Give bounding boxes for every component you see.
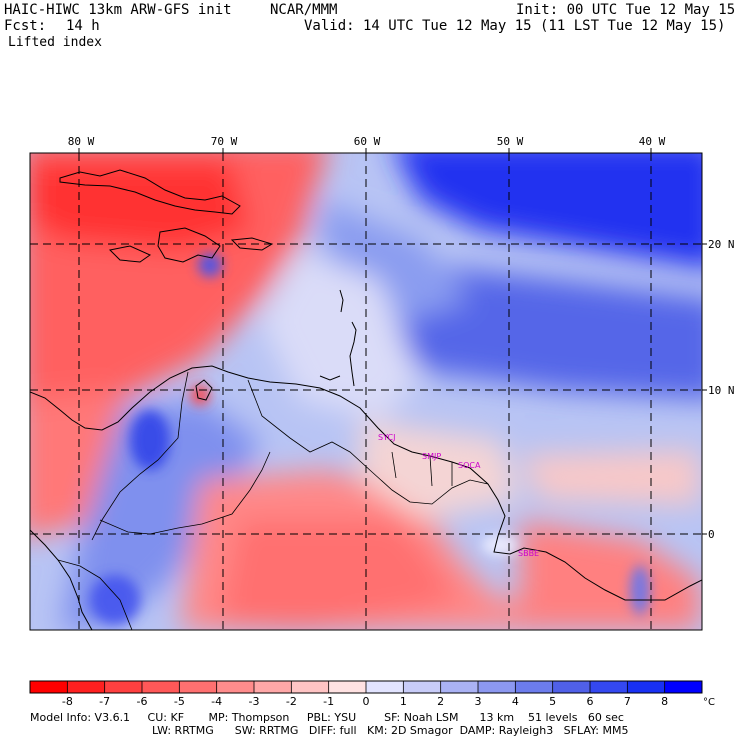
colorbar-label: 6 — [587, 695, 594, 708]
colorbar-bin — [30, 681, 68, 693]
forecast-hour: 14 h — [66, 18, 100, 34]
colorbar-bin — [403, 681, 442, 693]
colorbar-bin — [142, 681, 180, 693]
lat-label-10n: 10 N — [708, 384, 735, 397]
init-time: Init: 00 UTC Tue 12 May 15 — [516, 2, 736, 18]
colorbar-bin — [515, 681, 554, 693]
colorbar-label: -3 — [249, 695, 260, 708]
axis-ticks — [78, 148, 707, 535]
colorbar-bin — [627, 681, 666, 693]
model-info-line1: Model Info: V3.6.1 CU: KF MP: Thompson P… — [30, 711, 624, 724]
colorbar-bin — [291, 681, 330, 693]
lon-label-70w: 70 W — [211, 135, 238, 148]
colorbar-bin — [440, 681, 479, 693]
lon-label-40w: 40 W — [639, 135, 666, 148]
colorbar-label: 0 — [363, 695, 370, 708]
colorbar-bin — [664, 681, 703, 693]
station-soca: SOCA — [458, 461, 481, 470]
colorbar-unit: °C — [703, 697, 715, 708]
colorbar-bin — [67, 681, 106, 693]
model-info-line2: LW: RRTMG SW: RRTMG DIFF: full KM: 2D Sm… — [152, 724, 629, 737]
colorbar-label: 1 — [400, 695, 407, 708]
colorbar-label: -7 — [99, 695, 110, 708]
colorbar-bin — [366, 681, 404, 693]
colorbar-label: -6 — [137, 695, 148, 708]
station-sbbe: SBBE — [518, 549, 539, 558]
lat-lon-grid — [30, 153, 702, 630]
colorbar-label: 5 — [549, 695, 556, 708]
colorbar-bin — [216, 681, 255, 693]
colorbar-label: 4 — [512, 695, 519, 708]
org-label: NCAR/MMM — [270, 2, 338, 18]
colorbar-label: -2 — [286, 695, 297, 708]
colorbar-bin — [328, 681, 367, 693]
lon-label-50w: 50 W — [497, 135, 524, 148]
colorbar-label: 8 — [661, 695, 668, 708]
country-borders — [57, 371, 489, 630]
colorbar-bin — [590, 681, 628, 693]
colorbar-label: -5 — [174, 695, 185, 708]
colorbar-label: 7 — [624, 695, 631, 708]
model-title: HAIC-HIWC 13km ARW-GFS init — [4, 2, 232, 18]
valid-time: Valid: 14 UTC Tue 12 May 15 (11 LST Tue … — [304, 18, 726, 34]
colorbar-label: 2 — [437, 695, 444, 708]
station-sycj: SYCJ — [378, 433, 395, 442]
colorbar-bin — [478, 681, 516, 693]
lon-label-80w: 80 W — [68, 135, 95, 148]
colorbar-bin — [179, 681, 218, 693]
colorbar-label: -4 — [211, 695, 222, 708]
colorbar-labels: -8 -7 -6 -5 -4 -3 -2 -1 0 1 2 3 4 5 6 7 8 — [62, 695, 668, 708]
colorbar-bin — [104, 681, 143, 693]
forecast-label: Fcst: — [4, 18, 47, 34]
station-smjp: SMJP — [422, 452, 441, 461]
field-shading — [30, 153, 702, 630]
colorbar-bin — [552, 681, 591, 693]
field-name: Lifted index — [8, 35, 102, 50]
lat-label-20n: 20 N — [708, 238, 735, 251]
lon-label-60w: 60 W — [354, 135, 381, 148]
coastlines — [30, 169, 702, 630]
colorbar-label: -8 — [62, 695, 73, 708]
colorbar — [29, 680, 703, 694]
colorbar-label: -1 — [323, 695, 334, 708]
colorbar-bin — [254, 681, 292, 693]
colorbar-label: 3 — [475, 695, 482, 708]
lat-label-0: 0 — [708, 528, 715, 541]
